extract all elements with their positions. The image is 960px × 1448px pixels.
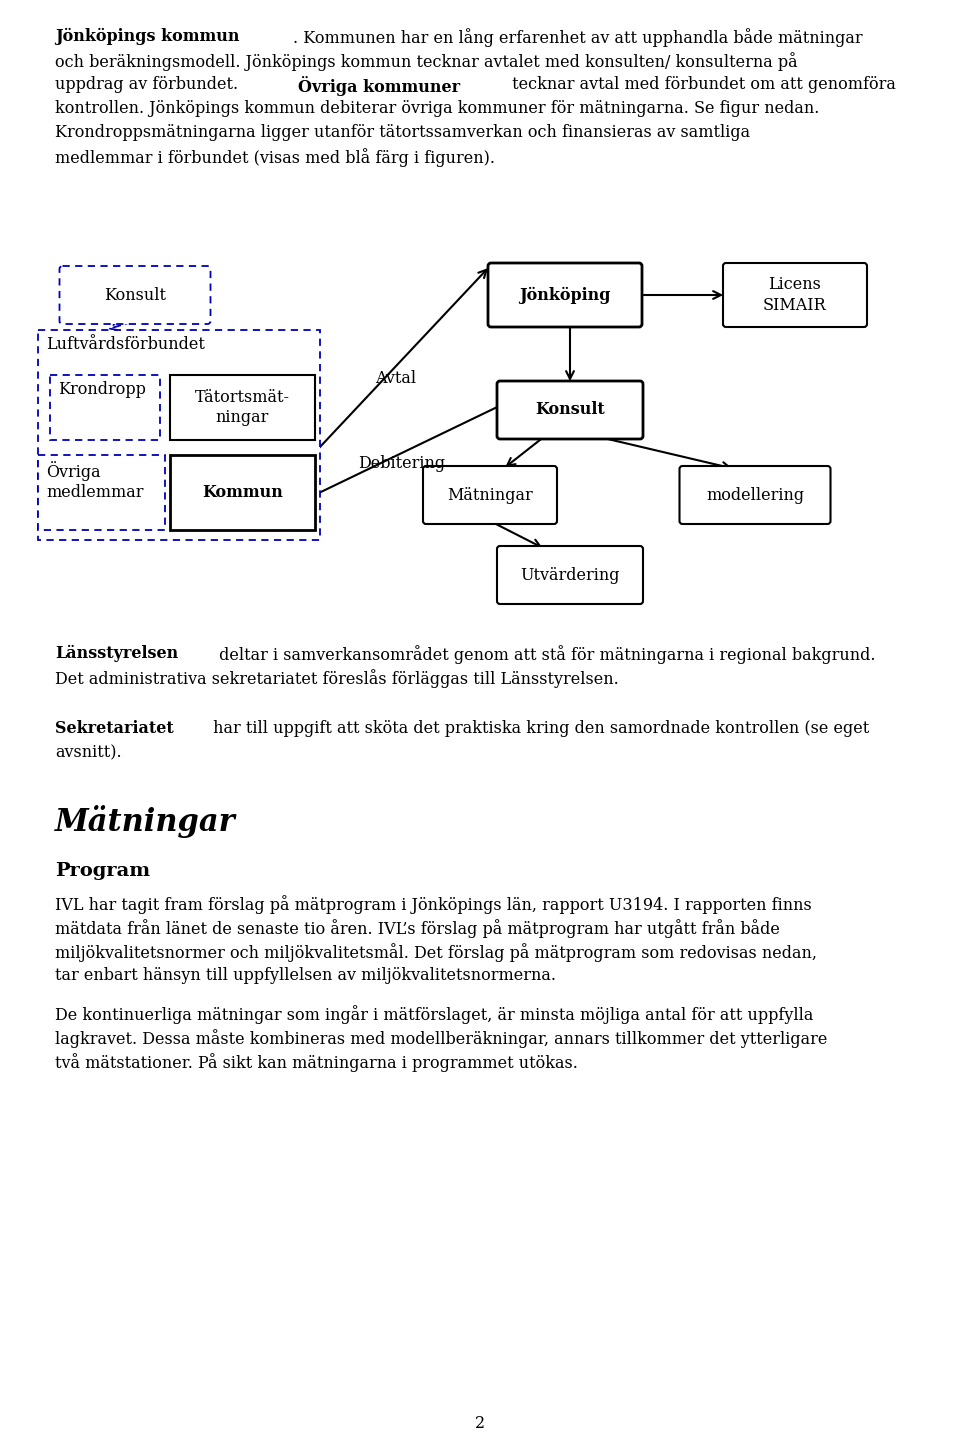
FancyBboxPatch shape [423, 466, 557, 524]
Text: uppdrag av förbundet.: uppdrag av förbundet. [55, 75, 243, 93]
Text: 2: 2 [475, 1415, 485, 1432]
FancyBboxPatch shape [488, 264, 642, 327]
Text: miljökvalitetsnormer och miljökvalitetsmål. Det förslag på mätprogram som redovi: miljökvalitetsnormer och miljökvalitetsm… [55, 943, 817, 961]
Text: mätdata från länet de senaste tio åren. IVL’s förslag på mätprogram har utgått f: mätdata från länet de senaste tio åren. … [55, 919, 780, 938]
Text: deltar i samverkansområdet genom att stå för mätningarna i regional bakgrund.: deltar i samverkansområdet genom att stå… [214, 644, 876, 663]
Text: lagkravet. Dessa måste kombineras med modellberäkningar, annars tillkommer det y: lagkravet. Dessa måste kombineras med mo… [55, 1030, 828, 1048]
Text: IVL har tagit fram förslag på mätprogram i Jönköpings län, rapport U3194. I rapp: IVL har tagit fram förslag på mätprogram… [55, 895, 812, 914]
Text: Program: Program [55, 862, 150, 880]
FancyBboxPatch shape [60, 266, 210, 324]
Text: modellering: modellering [706, 487, 804, 504]
Text: Mätningar: Mätningar [447, 487, 533, 504]
Text: har till uppgift att sköta det praktiska kring den samordnade kontrollen (se ege: har till uppgift att sköta det praktiska… [208, 720, 870, 737]
Text: Jönköping: Jönköping [519, 287, 611, 304]
FancyBboxPatch shape [723, 264, 867, 327]
Text: Licens
SIMAIR: Licens SIMAIR [763, 277, 827, 314]
Text: Länsstyrelsen: Länsstyrelsen [55, 644, 179, 662]
Text: kontrollen. Jönköpings kommun debiterar övriga kommuner för mätningarna. Se figu: kontrollen. Jönköpings kommun debiterar … [55, 100, 820, 117]
Text: Sekretariatet: Sekretariatet [55, 720, 174, 737]
Text: Utvärdering: Utvärdering [520, 566, 620, 584]
Text: De kontinuerliga mätningar som ingår i mätförslaget, är minsta möjliga antal för: De kontinuerliga mätningar som ingår i m… [55, 1005, 813, 1024]
Text: . Kommunen har en lång erfarenhet av att upphandla både mätningar: . Kommunen har en lång erfarenhet av att… [293, 28, 863, 46]
Bar [170, 455, 315, 530]
Text: Tätortsmät-
ningar: Tätortsmät- ningar [195, 388, 290, 427]
FancyBboxPatch shape [497, 381, 643, 439]
Bar [170, 375, 315, 440]
Bar [50, 375, 160, 440]
Text: Det administrativa sekretariatet föreslås förläggas till Länsstyrelsen.: Det administrativa sekretariatet föreslå… [55, 669, 619, 688]
Bar [38, 455, 165, 530]
Text: Avtal: Avtal [375, 371, 416, 387]
Bar [38, 330, 320, 540]
Text: Krondroppsmätningarna ligger utanför tätortssamverkan och finansieras av samtlig: Krondroppsmätningarna ligger utanför tät… [55, 125, 750, 140]
Text: Övriga
medlemmar: Övriga medlemmar [46, 460, 143, 501]
Text: Debitering: Debitering [358, 455, 445, 472]
Text: tecknar avtal med förbundet om att genomföra: tecknar avtal med förbundet om att genom… [507, 75, 896, 93]
FancyBboxPatch shape [497, 546, 643, 604]
Text: Övriga kommuner: Övriga kommuner [298, 75, 460, 96]
Text: Krondropp: Krondropp [58, 381, 146, 398]
Text: och beräkningsmodell. Jönköpings kommun tecknar avtalet med konsulten/ konsulter: och beräkningsmodell. Jönköpings kommun … [55, 52, 798, 71]
Text: Konsult: Konsult [104, 287, 166, 304]
Text: medlemmar i förbundet (visas med blå färg i figuren).: medlemmar i förbundet (visas med blå fär… [55, 148, 495, 167]
Text: avsnitt).: avsnitt). [55, 744, 122, 762]
Text: två mätstationer. På sikt kan mätningarna i programmet utökas.: två mätstationer. På sikt kan mätningarn… [55, 1053, 578, 1072]
Text: Mätningar: Mätningar [55, 805, 236, 838]
Text: Jönköpings kommun: Jönköpings kommun [55, 28, 239, 45]
Text: Luftvårdsförbundet: Luftvårdsförbundet [46, 336, 204, 353]
FancyBboxPatch shape [680, 466, 830, 524]
Text: Kommun: Kommun [202, 484, 283, 501]
Text: tar enbart hänsyn till uppfyllelsen av miljökvalitetsnormerna.: tar enbart hänsyn till uppfyllelsen av m… [55, 967, 556, 985]
Text: Konsult: Konsult [535, 401, 605, 418]
